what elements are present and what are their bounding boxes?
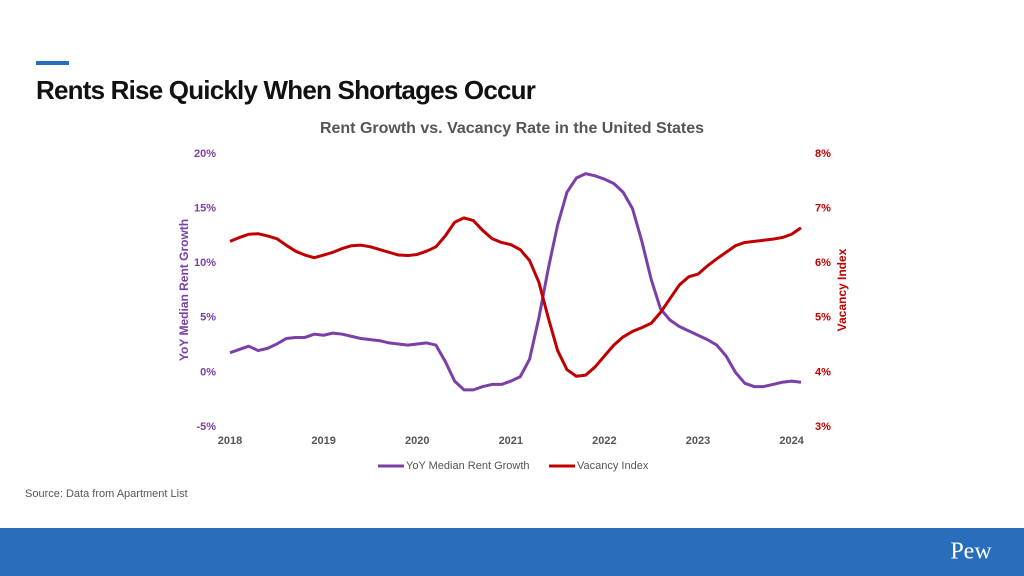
slide-title: Rents Rise Quickly When Shortages Occur [36, 75, 536, 105]
y-tick-label: 10% [194, 257, 216, 269]
legend-label: Vacancy Index [577, 460, 649, 472]
y-tick-label: 0% [200, 366, 216, 378]
logo: Pew [950, 539, 992, 565]
y2-tick-label: 7% [815, 203, 831, 215]
x-tick-label: 2023 [686, 435, 710, 447]
y-axis-title: YoY Median Rent Growth [177, 219, 191, 361]
source-note: Source: Data from Apartment List [25, 488, 188, 500]
y-tick-label: 5% [200, 312, 216, 324]
legend-label: YoY Median Rent Growth [406, 460, 530, 472]
x-tick-label: 2021 [499, 435, 523, 447]
y2-tick-label: 3% [815, 421, 831, 433]
y2-axis-title: Vacancy Index [835, 248, 849, 331]
series-line [229, 172, 802, 392]
x-tick-label: 2022 [592, 435, 616, 447]
y-tick-label: -5% [196, 421, 216, 433]
x-tick-label: 2019 [311, 435, 335, 447]
footer-band [0, 528, 1024, 576]
y2-tick-label: 8% [815, 148, 831, 160]
x-tick-label: 2020 [405, 435, 429, 447]
y-tick-label: 15% [194, 203, 216, 215]
chart-title: Rent Growth vs. Vacancy Rate in the Unit… [320, 120, 704, 137]
series-line [229, 216, 802, 378]
y2-tick-label: 4% [815, 366, 831, 378]
y2-tick-label: 5% [815, 312, 831, 324]
plot-area: -5% 0% 5% 10% 15% 20% 3% 4% 5% 6% 7% 8% 2018 2019 2020… [194, 148, 831, 472]
y2-tick-label: 6% [815, 257, 831, 269]
y-tick-label: 20% [194, 148, 216, 160]
x-tick-label: 2024 [779, 435, 804, 447]
x-tick-label: 2018 [218, 435, 242, 447]
title-accent [36, 61, 69, 65]
